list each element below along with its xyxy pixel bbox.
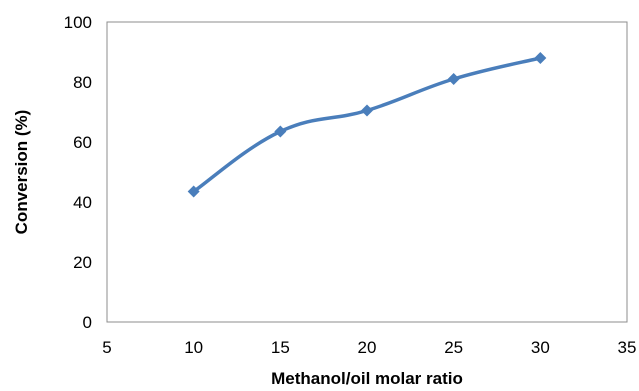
x-axis-title: Methanol/oil molar ratio [271, 369, 463, 388]
x-tick-label: 15 [271, 338, 290, 357]
y-tick-label: 20 [73, 253, 92, 272]
data-point-marker [361, 104, 373, 117]
data-point-marker [534, 52, 547, 64]
y-tick-label: 0 [83, 313, 92, 332]
data-point-marker [447, 73, 460, 85]
series-layer [187, 52, 547, 198]
x-tick-label: 30 [531, 338, 550, 357]
y-axis-ticks: 0 20 40 60 80 100 [64, 13, 92, 332]
y-tick-label: 60 [73, 133, 92, 152]
plot-area [106, 21, 628, 323]
series-line [191, 56, 543, 194]
y-tick-label: 40 [73, 193, 92, 212]
x-tick-label: 10 [184, 338, 203, 357]
data-point-marker [274, 125, 287, 138]
y-tick-label: 80 [73, 73, 92, 92]
y-axis-title: Conversion (%) [12, 110, 31, 235]
y-tick-label: 100 [64, 13, 92, 32]
x-axis-ticks: 5 10 15 20 25 30 35 [102, 338, 636, 357]
x-tick-label: 35 [618, 338, 637, 357]
x-tick-label: 20 [358, 338, 377, 357]
x-tick-label: 5 [102, 338, 111, 357]
data-point-marker [187, 185, 200, 198]
x-tick-label: 25 [444, 338, 463, 357]
